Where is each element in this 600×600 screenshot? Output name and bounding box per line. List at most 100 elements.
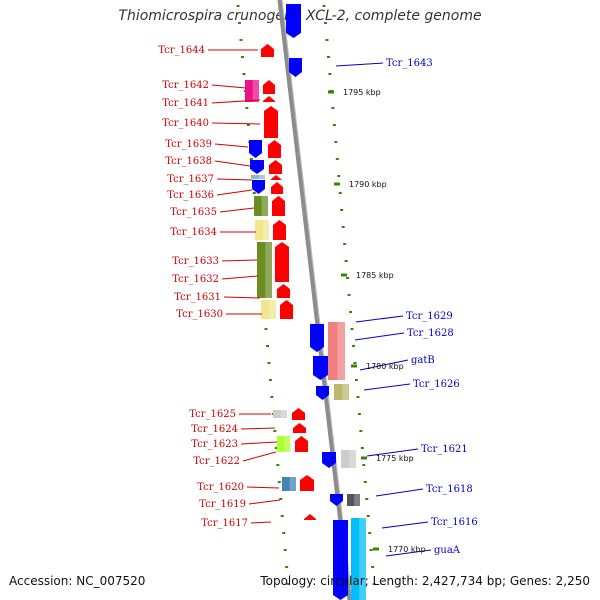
leader-left <box>250 521 272 524</box>
gene-arrow <box>252 180 265 194</box>
gene-label-left: Tcr_1635 <box>170 207 217 218</box>
leader-right <box>381 521 429 529</box>
gene-label-right: Tcr_1626 <box>413 379 460 390</box>
leader-left <box>216 189 253 196</box>
backbone-highlight <box>281 0 353 600</box>
gene-label-left: Tcr_1623 <box>191 439 238 450</box>
gene-arrow <box>293 423 306 433</box>
gene-arrow <box>272 196 285 216</box>
gene-block <box>282 477 296 491</box>
gene-block-shade <box>258 175 265 179</box>
gene-block-shade <box>342 384 349 400</box>
gene-block <box>261 300 276 319</box>
topology-value: circular <box>320 574 365 588</box>
gene-block <box>257 242 272 298</box>
gene-label-left: Tcr_1625 <box>189 409 236 420</box>
gene-block <box>347 494 360 506</box>
scale-label: 1775 kbp <box>376 454 414 463</box>
leader-left <box>214 160 251 167</box>
gene-arrow <box>263 96 275 102</box>
gene-block-shade <box>269 300 276 319</box>
gene-label-right: Tcr_1616 <box>431 517 478 528</box>
scale-label: 1780 kbp <box>366 362 404 371</box>
scale-label: 1770 kbp <box>388 545 426 554</box>
leader-left <box>242 451 277 462</box>
gene-arrow <box>271 182 283 194</box>
gene-block <box>334 384 349 400</box>
leader-right <box>366 448 419 457</box>
backbone-line <box>277 0 353 600</box>
leader-right <box>354 332 405 341</box>
leader-left <box>246 486 280 489</box>
gene-label-left: Tcr_1638 <box>165 156 212 167</box>
gene-arrow <box>275 242 289 282</box>
gene-block-shade <box>349 450 356 468</box>
gene-block-shade <box>252 80 259 102</box>
gene-block <box>251 175 265 179</box>
gene-arrow <box>295 436 308 452</box>
leader-left <box>214 143 249 148</box>
leader-right <box>359 359 409 371</box>
gene-arrow <box>330 494 343 506</box>
gene-label-left: Tcr_1644 <box>158 45 205 56</box>
leader-right <box>375 488 424 497</box>
leader-left <box>216 178 253 181</box>
leader-left <box>211 122 261 125</box>
gene-block-shade <box>354 494 360 506</box>
gene-arrow <box>292 408 305 420</box>
gene-label-right: guaA <box>434 545 461 556</box>
gene-label-right: Tcr_1621 <box>421 444 468 455</box>
gene-arrow <box>322 452 336 468</box>
gene-arrow <box>261 44 274 57</box>
gene-block-shade <box>289 477 296 491</box>
gene-arrow <box>280 300 293 319</box>
leader-right <box>335 62 384 67</box>
gene-block <box>273 410 287 418</box>
gene-label-left: Tcr_1620 <box>197 482 244 493</box>
gene-label-left: Tcr_1630 <box>176 309 223 320</box>
gene-block-shade <box>359 518 366 600</box>
gene-label-left: Tcr_1636 <box>167 190 214 201</box>
gene-arrow <box>316 386 329 400</box>
gene-arrow <box>277 284 290 298</box>
gene-block <box>277 436 290 452</box>
leader-left <box>219 207 255 213</box>
genome-summary: Topology: circular; Length: 2,427,734 bp… <box>260 574 590 588</box>
gene-features <box>245 4 366 600</box>
leader-left <box>248 499 281 505</box>
gene-label-right: Tcr_1618 <box>426 484 473 495</box>
gene-block <box>341 450 356 468</box>
gene-label-left: Tcr_1640 <box>162 118 209 129</box>
accession-info: Accession: NC_007520 <box>9 574 145 588</box>
gene-arrow <box>300 475 314 491</box>
gene-label-left: Tcr_1619 <box>199 499 246 510</box>
leader-left <box>240 441 278 445</box>
gene-block <box>255 220 269 240</box>
gene-arrow <box>273 220 286 240</box>
leader-left <box>221 259 258 262</box>
leader-left <box>211 99 261 104</box>
leader-left <box>223 296 261 299</box>
accession-label: Accession: <box>9 574 73 588</box>
gene-arrow <box>289 58 302 77</box>
gene-block-shade <box>284 436 290 452</box>
gene-arrow <box>249 140 262 158</box>
gene-labels: 1795 kbp 1790 kbp 1785 kbp 1780 kbp 1775 kbp… <box>158 45 477 556</box>
gene-block-shade <box>280 410 287 418</box>
genome-backbone <box>277 0 353 600</box>
leader-right <box>385 549 432 557</box>
leader-left <box>221 275 259 280</box>
gene-label-left: Tcr_1634 <box>170 227 217 238</box>
gene-arrow <box>264 106 278 138</box>
gene-label-right: Tcr_1643 <box>386 58 433 69</box>
leader-left <box>211 84 247 89</box>
gene-label-left: Tcr_1633 <box>172 256 219 267</box>
genes-label: Genes: <box>509 574 552 588</box>
gene-label-left: Tcr_1631 <box>174 292 221 303</box>
gene-arrow <box>270 175 282 180</box>
gene-block <box>245 80 259 102</box>
gene-arrow <box>304 514 316 520</box>
accession-value: NC_007520 <box>76 574 146 588</box>
gene-label-right: Tcr_1628 <box>407 328 454 339</box>
